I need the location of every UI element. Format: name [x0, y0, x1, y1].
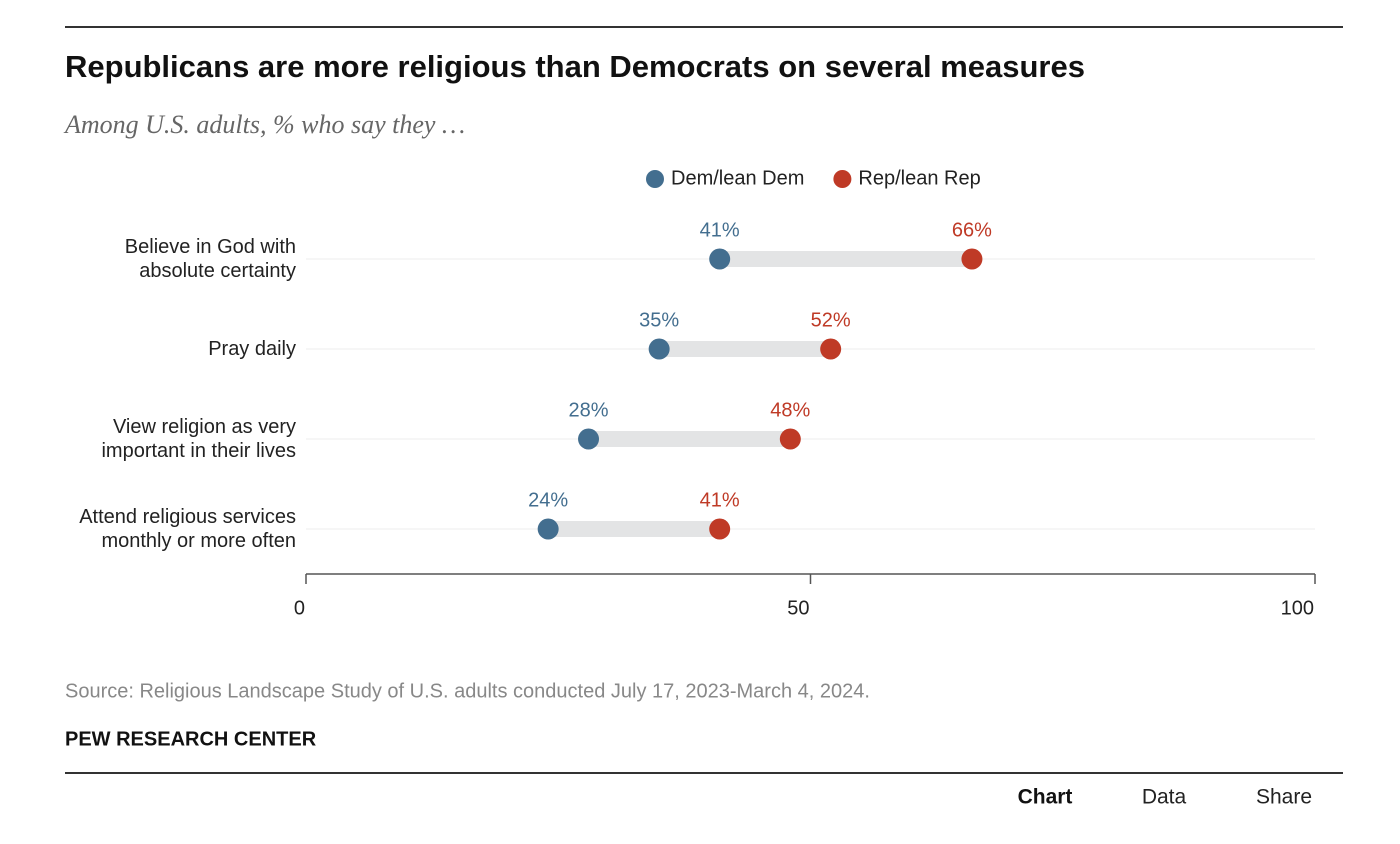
legend-label: Dem/lean Dem	[671, 167, 804, 189]
legend-dot	[833, 170, 852, 188]
x-tick-label: 0	[294, 597, 305, 619]
category-label: Believe in God with absolute certainty	[124, 236, 296, 282]
tab[interactable]: Data	[1142, 786, 1187, 809]
credit: PEW RESEARCH CENTER	[65, 728, 317, 750]
dot	[709, 518, 731, 540]
source: Source: Religious Landscape Study of U.S…	[65, 680, 870, 702]
x-tick-label: 100	[1281, 597, 1314, 619]
tab[interactable]: Share	[1256, 786, 1312, 809]
value-label: 41%	[700, 489, 740, 511]
tab[interactable]: Chart	[1018, 786, 1073, 809]
dot	[648, 338, 670, 360]
range-bar	[548, 521, 720, 537]
x-tick-label: 50	[787, 597, 809, 619]
value-label: 41%	[700, 219, 740, 241]
range-bar	[659, 341, 831, 357]
value-label: 24%	[528, 489, 568, 511]
dot	[578, 428, 600, 450]
range-bar	[719, 251, 972, 267]
chart-title: Republicans are more religious than Demo…	[65, 49, 1085, 84]
dot	[709, 248, 731, 270]
legend-dot	[646, 170, 664, 188]
value-label: 66%	[952, 219, 992, 241]
dot	[537, 518, 559, 540]
category-label: Pray daily	[208, 338, 296, 360]
dot	[961, 248, 983, 270]
value-label: 28%	[569, 399, 609, 421]
category-label: Attend religious services monthly or mor…	[79, 506, 296, 552]
legend-label: Rep/lean Rep	[858, 167, 980, 189]
chart-subtitle: Among U.S. adults, % who say they …	[63, 110, 465, 139]
category-label: View religion as very important in their…	[101, 416, 296, 462]
dot	[779, 428, 801, 450]
dot	[820, 338, 842, 360]
value-label: 52%	[811, 309, 851, 331]
range-bar	[588, 431, 791, 447]
value-label: 35%	[639, 309, 679, 331]
value-label: 48%	[770, 399, 810, 421]
